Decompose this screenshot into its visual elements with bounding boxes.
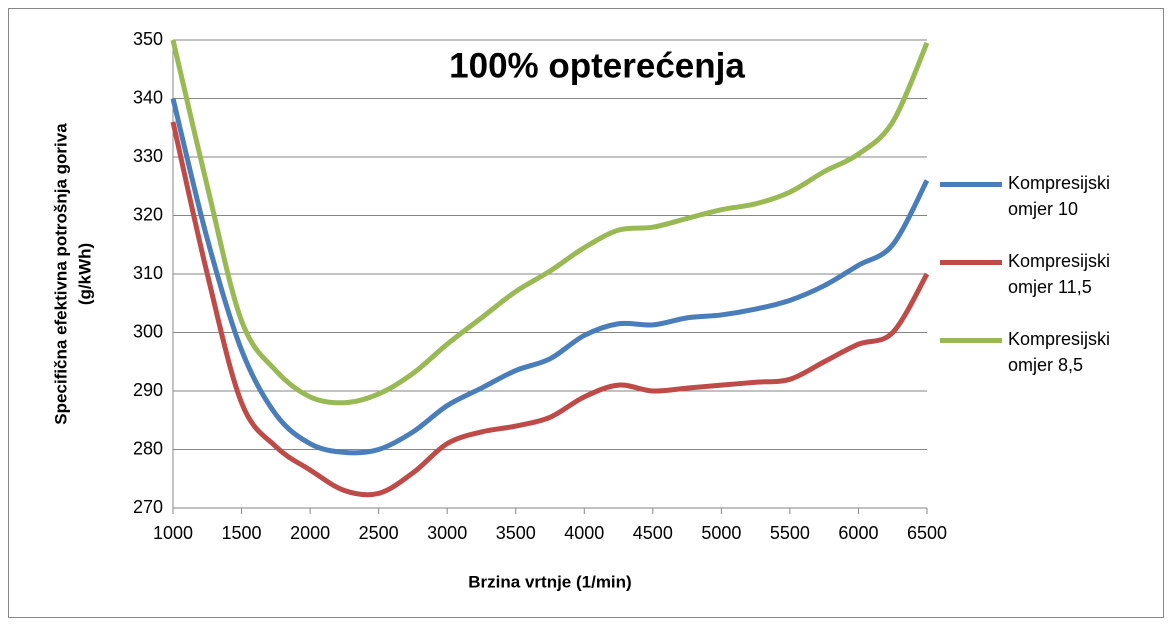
chart-frame [8, 8, 1164, 618]
x-tick-label: 4000 [564, 523, 604, 543]
x-tick-label: 2500 [359, 523, 399, 543]
x-tick-label: 4500 [633, 523, 673, 543]
series-line [170, 97, 930, 456]
y-axis-label: (g/kWh) [75, 243, 94, 305]
y-tick-label: 310 [133, 263, 163, 283]
series-line [170, 39, 930, 406]
y-tick-label: 340 [133, 87, 163, 107]
legend-swatch [940, 182, 1002, 187]
y-tick-label: 330 [133, 146, 163, 166]
legend-label: Kompresijski omjer 11,5 [1008, 251, 1111, 297]
legend-item: Kompresijski omjer 8,5 [940, 326, 1160, 404]
y-tick-label: 350 [133, 29, 163, 49]
x-tick-label: 3000 [427, 523, 467, 543]
x-tick-label: 5500 [770, 523, 810, 543]
legend-swatch [940, 260, 1002, 265]
series-line [170, 121, 930, 498]
legend-item: Kompresijski omjer 11,5 [940, 248, 1160, 326]
legend-item: Kompresijski omjer 10 [940, 170, 1160, 248]
x-tick-label: 6000 [838, 523, 878, 543]
x-tick-label: 2000 [290, 523, 330, 543]
chart-title: 100% opterećenja [449, 46, 745, 85]
legend-label: Kompresijski omjer 8,5 [1008, 329, 1111, 375]
x-tick-label: 6500 [907, 523, 947, 543]
legend-label: Kompresijski omjer 10 [1008, 173, 1111, 219]
x-tick-label: 1500 [222, 523, 262, 543]
legend-swatch [940, 338, 1002, 343]
legend: Kompresijski omjer 10 Kompresijski omjer … [940, 170, 1160, 404]
y-tick-label: 270 [133, 497, 163, 517]
y-tick-label: 300 [133, 321, 163, 341]
x-tick-label: 1000 [153, 523, 193, 543]
x-tick-label: 5000 [701, 523, 741, 543]
y-axis-label: Specifična efektivna potrošnja goriva [51, 123, 70, 425]
y-tick-label: 320 [133, 204, 163, 224]
x-axis-label: Brzina vrtnje (1/min) [468, 572, 631, 591]
y-tick-label: 280 [133, 438, 163, 458]
y-tick-label: 290 [133, 380, 163, 400]
x-tick-label: 3500 [496, 523, 536, 543]
